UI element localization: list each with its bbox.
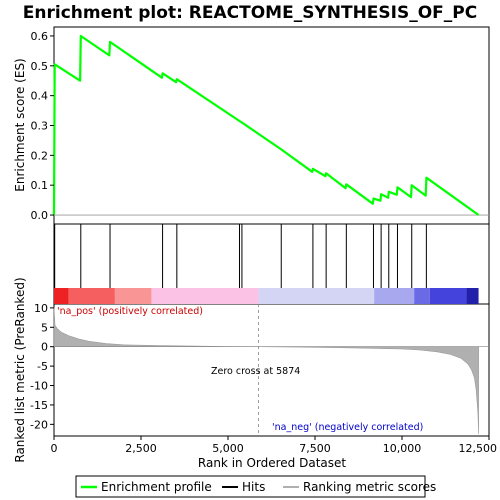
color-band-segment-4	[258, 288, 375, 304]
x-tick-label-3: 7,500	[299, 442, 331, 455]
metric-ytick-label-0: 10	[34, 302, 48, 315]
es-axis-label: Enrichment score (ES)	[13, 58, 27, 191]
color-band-segment-0	[54, 288, 69, 304]
color-band-segment-7	[429, 288, 467, 304]
enrichment-profile-line	[52, 34, 480, 216]
x-tick-label-2: 5,000	[212, 442, 244, 455]
pos-correlated-label: 'na_pos' (positively correlated)	[57, 306, 203, 317]
zero-cross-label: Zero cross at 5874	[211, 366, 300, 377]
metric-axis-label: Ranked list metric (PreRanked)	[13, 277, 27, 462]
x-tick-label-4: 10,000	[383, 442, 422, 455]
color-band-segment-8	[466, 288, 479, 304]
hit-markers	[54, 224, 427, 288]
es-ytick-label-1: 0.1	[31, 179, 49, 192]
color-band-segment-1	[68, 288, 115, 304]
color-band-segment-6	[414, 288, 430, 304]
x-tick-label-0: 0	[51, 442, 58, 455]
neg-correlated-label: 'na_neg' (negatively correlated)	[272, 422, 423, 433]
es-ytick-label-6: 0.6	[31, 30, 49, 43]
legend-label-hits: Hits	[242, 480, 265, 494]
metric-ytick-label-3: -5	[37, 360, 48, 373]
metric-ytick-label-5: -15	[30, 399, 48, 412]
metric-ytick-label-1: 5	[41, 321, 48, 334]
legend-box	[75, 475, 426, 498]
ranking-metric-area	[53, 307, 479, 435]
legend-label-enrichment-profile: Enrichment profile	[101, 480, 212, 494]
color-band-segment-2	[114, 288, 152, 304]
enrichment-panel-frame	[53, 26, 490, 225]
metric-ytick-label-2: 0	[41, 341, 48, 354]
es-ytick-label-4: 0.4	[31, 90, 49, 103]
chart-title: Enrichment plot: REACTOME_SYNTHESIS_OF_P…	[23, 3, 477, 23]
legend-label-ranking-metric: Ranking metric scores	[303, 480, 436, 494]
x-axis-label: Rank in Ordered Dataset	[198, 456, 346, 470]
color-band-segment-3	[151, 288, 259, 304]
es-ytick-label-5: 0.5	[31, 60, 49, 73]
color-band-segment-5	[374, 288, 415, 304]
color-band	[54, 288, 479, 304]
metric-ytick-label-6: -20	[30, 418, 48, 431]
x-tick-label-5: 12,500	[459, 442, 498, 455]
metric-ytick-label-4: -10	[30, 380, 48, 393]
es-ytick-label-0: 0.0	[31, 209, 49, 222]
x-tick-label-1: 2,500	[125, 442, 157, 455]
es-ytick-label-2: 0.2	[31, 149, 49, 162]
enrichment-profile-layer	[52, 34, 489, 216]
es-ytick-label-3: 0.3	[31, 120, 49, 133]
metric-layer	[53, 304, 489, 436]
